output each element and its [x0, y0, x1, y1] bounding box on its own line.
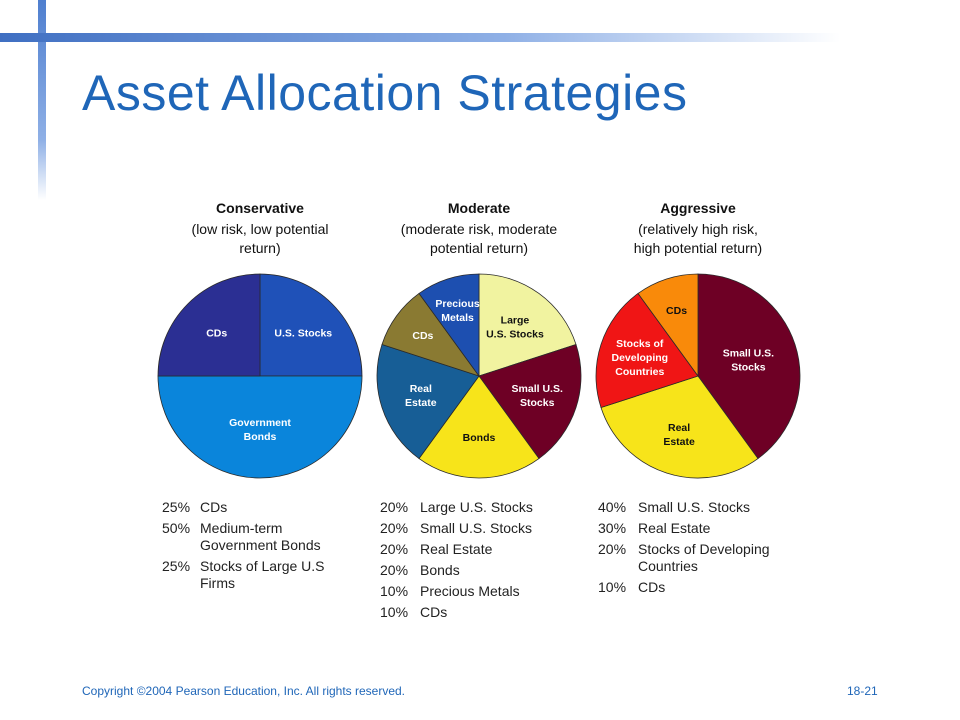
slice-label: U.S. Stocks: [486, 328, 544, 340]
legend-percent: 20%: [598, 541, 626, 557]
pie-slice: [478, 343, 582, 460]
slice-label: Small U.S.: [512, 383, 563, 395]
legend-percent: 10%: [598, 579, 626, 595]
pie-slice: [595, 292, 699, 409]
chart-title: Conservative: [216, 200, 304, 216]
legend-percent: 40%: [598, 499, 626, 515]
pie-slice: [157, 273, 261, 377]
legend-percent: 20%: [380, 541, 408, 557]
copyright-footer: Copyright ©2004 Pearson Education, Inc. …: [82, 684, 406, 698]
legend-text: CDs: [638, 579, 665, 595]
legend-text: Firms: [200, 575, 235, 591]
legend-percent: 30%: [598, 520, 626, 536]
chart-subtitle: (moderate risk, moderate: [401, 221, 558, 237]
slice-label: Developing: [611, 352, 668, 364]
legend-percent: 20%: [380, 520, 408, 536]
legend-text: Medium-term: [200, 520, 282, 536]
pie-slice: [259, 273, 363, 377]
legend-text: CDs: [200, 499, 227, 515]
slice-label: U.S. Stocks: [274, 328, 332, 340]
decorative-horizontal-line: [0, 33, 840, 42]
page-number: 18-21: [847, 684, 878, 698]
chart-subtitle: return): [239, 240, 280, 256]
legend-percent: 50%: [162, 520, 190, 536]
legend-text: Large U.S. Stocks: [420, 499, 533, 515]
chart-subtitle: high potential return): [634, 240, 762, 256]
slice-label: Bonds: [244, 431, 277, 443]
pie-chart-moderate: Moderate (moderate risk, moderate potentia…: [376, 200, 582, 620]
legend-text: Stocks of Large U.S: [200, 558, 325, 574]
legend-percent: 25%: [162, 499, 190, 515]
slice-label: CDs: [666, 305, 687, 317]
legend-percent: 20%: [380, 499, 408, 515]
slice-label: Estate: [663, 436, 695, 448]
pie-slice: [600, 375, 759, 479]
pie-slice: [697, 273, 801, 460]
slice-label: Real: [410, 383, 432, 395]
chart-subtitle: (relatively high risk,: [638, 221, 758, 237]
pie-slice: [376, 343, 480, 460]
slice-label: Real: [668, 422, 690, 434]
pie-slice: [418, 375, 540, 479]
slice-label: Stocks: [520, 397, 555, 409]
legend-text: Precious Metals: [420, 583, 520, 599]
legend-percent: 20%: [380, 562, 408, 578]
chart-subtitle: potential return): [430, 240, 528, 256]
slice-label: Estate: [405, 397, 437, 409]
slice-label: Stocks: [731, 362, 766, 374]
legend-text: Real Estate: [420, 541, 493, 557]
slice-label: Large: [501, 314, 530, 326]
decorative-vertical-line: [38, 0, 46, 200]
chart-title: Aggressive: [660, 200, 736, 216]
slice-label: Metals: [441, 312, 474, 324]
slice-label: Small U.S.: [723, 348, 774, 360]
legend-text: Stocks of Developing: [638, 541, 770, 557]
legend-text: Government Bonds: [200, 537, 321, 553]
pie-slice: [157, 375, 363, 479]
pie-chart-aggressive: Aggressive (relatively high risk, high pot…: [595, 200, 801, 595]
slice-label: Precious: [435, 298, 480, 310]
legend-text: Bonds: [420, 562, 460, 578]
pie-slice: [478, 273, 577, 377]
page-title: Asset Allocation Strategies: [82, 65, 688, 121]
chart-title: Moderate: [448, 200, 510, 216]
legend-text: Small U.S. Stocks: [420, 520, 532, 536]
slice-label: Stocks of: [616, 338, 664, 350]
slice-label: Bonds: [463, 432, 496, 444]
legend-text: Small U.S. Stocks: [638, 499, 750, 515]
legend-text: Real Estate: [638, 520, 711, 536]
chart-subtitle: (low risk, low potential: [192, 221, 329, 237]
legend-percent: 10%: [380, 604, 408, 620]
legend-percent: 10%: [380, 583, 408, 599]
legend-text: CDs: [420, 604, 447, 620]
pie-chart-conservative: Conservative (low risk, low potential retu…: [157, 200, 363, 591]
slice-label: CDs: [412, 330, 433, 342]
slice-label: Government: [229, 417, 291, 429]
legend-percent: 25%: [162, 558, 190, 574]
slice-label: CDs: [206, 328, 227, 340]
pie-slice: [418, 273, 480, 378]
slice-label: Countries: [615, 366, 664, 378]
legend-text: Countries: [638, 558, 698, 574]
pie-slice: [637, 273, 699, 378]
